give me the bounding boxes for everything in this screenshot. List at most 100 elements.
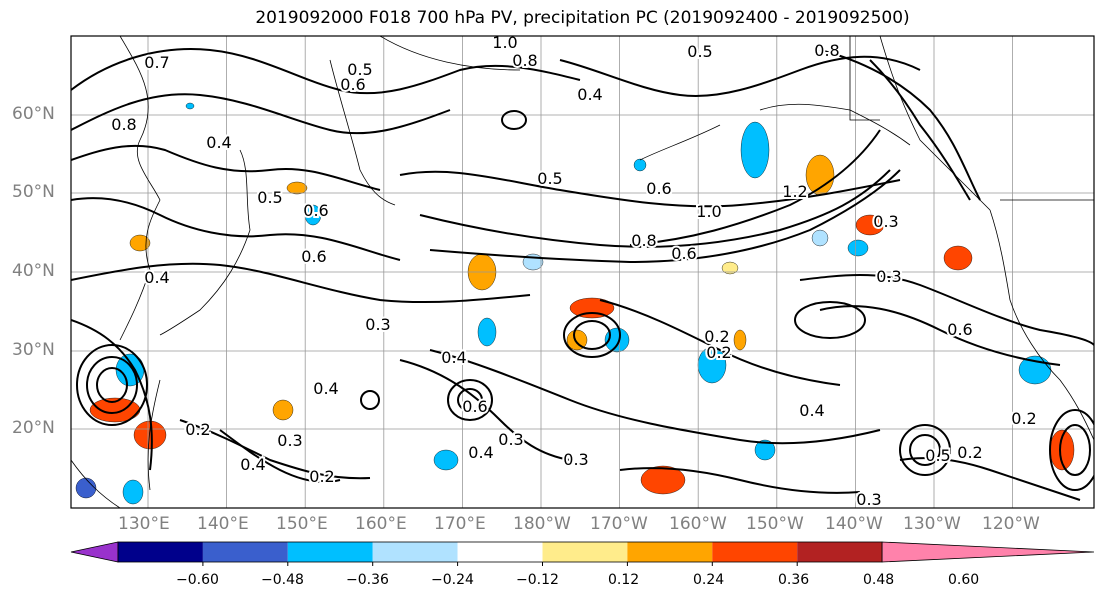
precip-blob xyxy=(855,214,885,236)
colorbar-segment xyxy=(457,542,543,562)
contour-label: 0.7 xyxy=(144,53,169,72)
precip-blob xyxy=(75,477,97,499)
contour-label-halo: 0.5 xyxy=(537,169,562,188)
contour-label: 0.6 xyxy=(671,244,696,263)
lat-label-50n: 50°N xyxy=(12,182,55,202)
contour-label-halo: 0.6 xyxy=(462,397,487,416)
contour-label: 0.8 xyxy=(814,41,839,60)
lon-label-130w: 130°W xyxy=(903,514,961,534)
contour-label-halo: 1.0 xyxy=(696,202,721,221)
lon-label-150w: 150°W xyxy=(746,514,804,534)
contour-label: 0.5 xyxy=(537,169,562,188)
contour-label: 0.8 xyxy=(512,51,537,70)
cbar-tick-label-7: 0.24 xyxy=(693,572,725,588)
contour-label-halo: 0.4 xyxy=(577,85,602,104)
contour-label: 0.2 xyxy=(957,443,982,462)
contour-label-halo: 0.6 xyxy=(303,201,328,220)
contour-label-halo: 0.6 xyxy=(671,244,696,263)
contour-label-halo: 0.4 xyxy=(468,443,493,462)
contour-label: 0.3 xyxy=(876,267,901,286)
contour-label: 0.4 xyxy=(441,348,466,367)
colorbar-segment xyxy=(287,542,373,562)
contour-label: 0.5 xyxy=(925,446,950,465)
lon-label-160e: 160°E xyxy=(355,514,407,534)
colorbar-segment xyxy=(627,542,713,562)
contour-label-halo: 0.8 xyxy=(631,231,656,250)
cbar-tick-label-2: −0.48 xyxy=(261,572,304,588)
precip-blob xyxy=(569,297,615,319)
contour-label: 0.4 xyxy=(240,455,265,474)
colorbar-segment xyxy=(118,542,203,562)
contour-label: 0.4 xyxy=(206,133,231,152)
contour-label-halo: 0.4 xyxy=(313,379,338,398)
precip-blob xyxy=(721,261,739,275)
precip-blob xyxy=(286,181,308,195)
precip-blob xyxy=(754,439,776,461)
cbar-tick-label-10: 0.60 xyxy=(948,572,980,588)
contour-label-halo: 0.2 xyxy=(309,467,334,486)
contour-label: 1.0 xyxy=(492,33,517,52)
precip-blob xyxy=(604,327,630,353)
lat-label-40n: 40°N xyxy=(12,261,55,281)
contour-label-halo: 0.6 xyxy=(301,247,326,266)
contour-label: 0.4 xyxy=(313,379,338,398)
contour-label-halo: 0.3 xyxy=(563,450,588,469)
precip-blob xyxy=(272,399,294,421)
lon-label-160w: 160°W xyxy=(669,514,727,534)
lat-label-60n: 60°N xyxy=(12,104,55,124)
lon-label-130e: 130°E xyxy=(118,514,170,534)
lon-label-120w: 120°W xyxy=(982,514,1040,534)
contour-label: 0.3 xyxy=(498,430,523,449)
contour-label: 0.6 xyxy=(646,179,671,198)
cbar-tick-label-6: 0.12 xyxy=(608,572,640,588)
lon-label-170e: 170°E xyxy=(434,514,486,534)
contour-label: 0.5 xyxy=(687,42,712,61)
contour-label-halo: 0.2 xyxy=(1011,409,1036,428)
contour-label: 0.3 xyxy=(277,431,302,450)
precip-blob xyxy=(133,420,167,450)
precip-blob xyxy=(811,229,829,247)
contour-label: 0.5 xyxy=(347,60,372,79)
contour-label: 0.8 xyxy=(631,231,656,250)
contour-label: 0.4 xyxy=(468,443,493,462)
cbar-tick-label-1: −0.60 xyxy=(176,572,219,588)
contour-label: 0.2 xyxy=(309,467,334,486)
contour-label: 0.2 xyxy=(1011,409,1036,428)
contour-label-halo: 0.4 xyxy=(144,268,169,287)
precip-blob xyxy=(847,239,869,257)
contour-label-halo: 0.4 xyxy=(206,133,231,152)
contour-label-halo: 0.6 xyxy=(340,75,365,94)
colorbar xyxy=(70,541,1095,566)
lon-label-180w: 180°W xyxy=(513,514,571,534)
contour-label: 0.8 xyxy=(111,115,136,134)
lat-label-30n: 30°N xyxy=(12,340,55,360)
contour-label: 0.3 xyxy=(365,315,390,334)
precip-blob xyxy=(185,102,195,110)
cbar-tick-label-3: −0.36 xyxy=(346,572,389,588)
colorbar-segment xyxy=(797,542,883,562)
cbar-tick-label-8: 0.36 xyxy=(778,572,810,588)
contour-label-halo: 0.5 xyxy=(257,188,282,207)
contour-label: 0.3 xyxy=(873,212,898,231)
colorbar-max-extension xyxy=(881,541,1095,563)
precip-blob xyxy=(640,465,686,495)
contour-label-halo: 0.2 xyxy=(706,343,731,362)
contour-label: 1.0 xyxy=(696,202,721,221)
contour-label: 0.6 xyxy=(301,247,326,266)
contour-label-halo: 0.5 xyxy=(925,446,950,465)
precip-blob xyxy=(733,329,747,351)
precip-blob xyxy=(433,449,459,471)
colorbar-segment xyxy=(712,542,798,562)
contour-label: 0.2 xyxy=(706,343,731,362)
precip-blob xyxy=(129,234,151,252)
colorbar-segment xyxy=(372,542,458,562)
cbar-tick-label-9: 0.48 xyxy=(863,572,895,588)
contour-label-halo: 0.2 xyxy=(704,327,729,346)
contour-label-halo: 0.3 xyxy=(498,430,523,449)
pv-contours xyxy=(71,48,1094,501)
precip-blob xyxy=(566,329,588,351)
contour-label: 0.3 xyxy=(563,450,588,469)
contour-label: 0.2 xyxy=(704,327,729,346)
contour-label-halo: 0.2 xyxy=(185,420,210,439)
